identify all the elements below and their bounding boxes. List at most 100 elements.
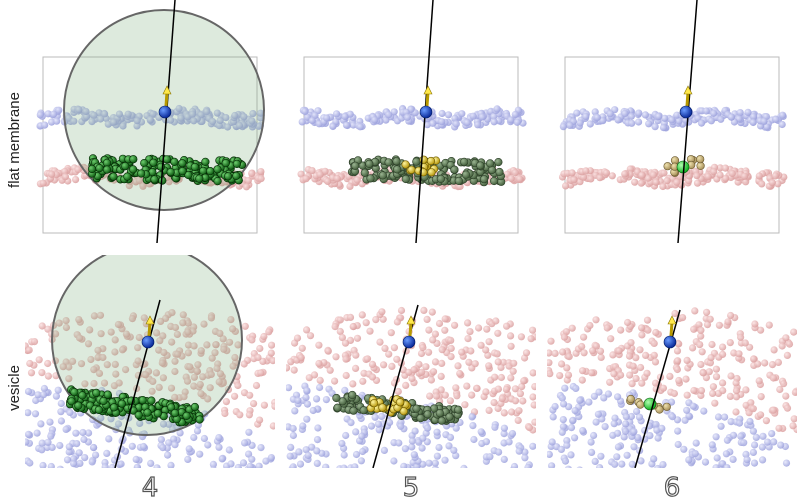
particle <box>408 443 416 451</box>
particle <box>33 429 41 437</box>
particle <box>287 443 295 451</box>
particle <box>652 328 660 337</box>
particle <box>529 369 536 377</box>
particle <box>758 443 767 451</box>
particle <box>87 355 95 364</box>
particle <box>213 177 222 186</box>
particle <box>586 120 594 128</box>
particle <box>248 455 256 463</box>
particle <box>580 333 588 341</box>
particle <box>47 432 55 440</box>
particle <box>614 116 622 124</box>
particle <box>190 402 199 412</box>
particle <box>353 176 361 184</box>
particle <box>410 451 418 459</box>
particle <box>680 445 688 453</box>
particle <box>352 428 360 436</box>
particle <box>741 339 749 347</box>
particle <box>426 392 434 400</box>
particle <box>632 374 640 383</box>
particle <box>695 321 703 329</box>
particle <box>156 337 164 345</box>
particle <box>726 339 734 347</box>
particle <box>418 368 426 376</box>
particle <box>333 110 341 118</box>
particle <box>200 320 208 328</box>
particle <box>635 118 643 126</box>
particle <box>510 462 519 468</box>
particle <box>590 392 599 400</box>
particle <box>222 114 230 122</box>
particle <box>507 174 515 183</box>
particle <box>234 463 242 468</box>
particle <box>249 110 257 118</box>
particle <box>221 159 230 168</box>
particle <box>782 392 790 400</box>
particle <box>595 388 603 396</box>
particle <box>578 376 586 384</box>
particle <box>179 311 187 319</box>
particle <box>652 178 660 186</box>
particle <box>118 346 127 354</box>
particle <box>559 416 567 424</box>
particle <box>423 410 432 419</box>
particle <box>515 447 523 455</box>
particle <box>55 319 63 327</box>
particle <box>201 157 210 166</box>
particle <box>736 109 744 117</box>
particle <box>159 420 168 428</box>
particle <box>204 395 212 403</box>
particle <box>673 111 681 119</box>
particle <box>702 107 710 115</box>
particle <box>50 110 58 118</box>
particle <box>397 306 406 315</box>
particle <box>176 429 184 437</box>
particle <box>579 367 587 375</box>
particle <box>721 164 730 172</box>
particle <box>549 413 557 421</box>
particle <box>129 155 138 164</box>
particle <box>691 450 699 458</box>
particle <box>40 391 48 399</box>
particle <box>341 112 349 121</box>
particle <box>768 179 776 187</box>
particle <box>308 117 316 125</box>
particle <box>61 173 69 181</box>
particle <box>363 355 372 363</box>
particle <box>507 342 515 350</box>
particle <box>722 450 731 458</box>
particle <box>155 383 163 391</box>
particle <box>301 107 309 116</box>
particle <box>375 426 383 434</box>
particle <box>146 116 154 124</box>
particle <box>100 379 109 387</box>
particle <box>661 114 669 122</box>
particle <box>209 460 217 468</box>
particle <box>203 341 211 349</box>
particle <box>81 454 89 462</box>
particle <box>758 180 766 188</box>
particle <box>525 424 534 432</box>
particle <box>232 171 241 180</box>
particle <box>83 113 91 121</box>
particle <box>760 117 768 125</box>
particle <box>582 112 590 121</box>
particle <box>517 333 526 341</box>
particle <box>77 360 86 368</box>
particle <box>162 155 171 164</box>
particle <box>635 413 644 421</box>
particle <box>452 384 460 392</box>
particle <box>596 347 605 355</box>
particle <box>706 315 714 323</box>
particle <box>231 353 239 362</box>
particle <box>227 460 235 468</box>
particle <box>626 371 634 379</box>
particle <box>366 174 375 183</box>
particle <box>638 331 646 339</box>
particle <box>193 367 201 375</box>
particle <box>596 174 604 182</box>
particle <box>624 318 632 327</box>
particle <box>190 162 199 172</box>
particle <box>139 442 148 451</box>
particle <box>102 165 112 174</box>
